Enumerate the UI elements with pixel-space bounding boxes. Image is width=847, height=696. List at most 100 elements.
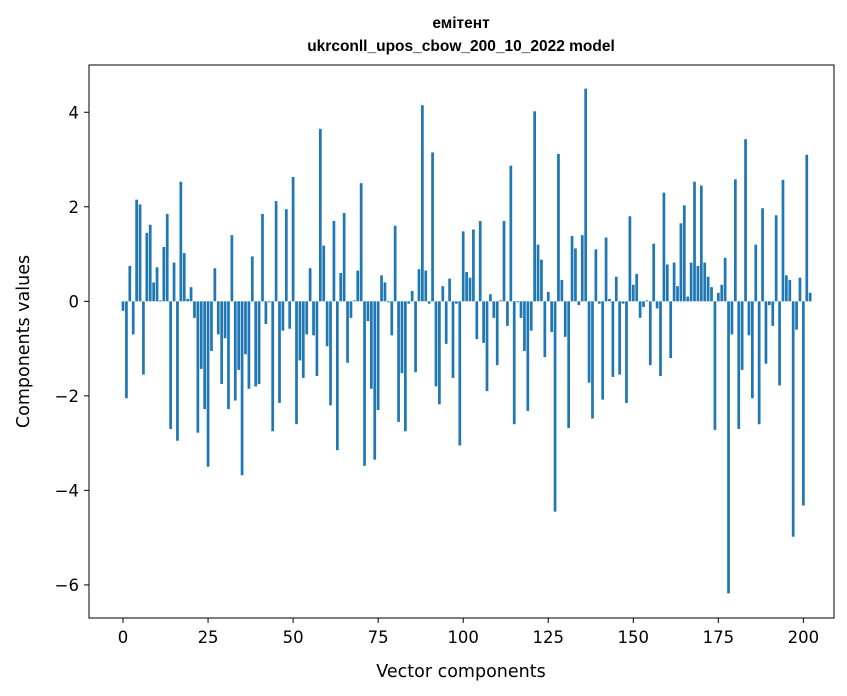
bar bbox=[223, 301, 227, 339]
bar bbox=[468, 277, 472, 302]
bar bbox=[169, 301, 172, 429]
y-axis-ticks: −6 −4 −2 0 2 4 bbox=[55, 103, 89, 595]
bar-series bbox=[121, 88, 812, 594]
x-tick-label: 125 bbox=[532, 628, 564, 647]
bar bbox=[516, 301, 519, 303]
bar bbox=[506, 301, 509, 326]
bar bbox=[438, 301, 441, 405]
bar bbox=[785, 275, 788, 302]
bar bbox=[308, 268, 312, 302]
bar bbox=[764, 301, 768, 364]
bar bbox=[461, 231, 465, 302]
bar bbox=[366, 301, 370, 322]
bar bbox=[614, 276, 618, 302]
bar bbox=[325, 301, 329, 347]
bar bbox=[608, 298, 611, 302]
bar bbox=[254, 301, 258, 387]
bar bbox=[346, 301, 349, 363]
plot-frame bbox=[88, 64, 835, 619]
bar bbox=[210, 301, 213, 351]
bar bbox=[138, 204, 142, 302]
bar bbox=[733, 179, 737, 302]
bar bbox=[580, 235, 584, 302]
bar bbox=[162, 246, 166, 302]
bar bbox=[669, 301, 673, 359]
bar bbox=[410, 290, 414, 302]
bar bbox=[686, 296, 690, 302]
bar bbox=[482, 301, 485, 343]
bar bbox=[383, 282, 387, 302]
bar bbox=[791, 301, 795, 537]
bar bbox=[502, 220, 506, 302]
bar bbox=[206, 301, 210, 467]
bar bbox=[376, 301, 380, 411]
bar bbox=[356, 270, 360, 302]
bar bbox=[434, 301, 438, 387]
bar bbox=[339, 272, 343, 302]
bar bbox=[716, 292, 720, 302]
bar bbox=[332, 220, 336, 302]
bar bbox=[305, 301, 309, 335]
bar bbox=[472, 229, 475, 302]
bar bbox=[601, 301, 605, 400]
bar bbox=[523, 301, 526, 351]
bar bbox=[159, 300, 162, 302]
bar bbox=[444, 301, 448, 344]
bar bbox=[682, 205, 686, 302]
bar bbox=[618, 301, 622, 375]
bar bbox=[373, 301, 377, 460]
bar bbox=[781, 179, 785, 302]
bar bbox=[451, 301, 455, 378]
bar bbox=[312, 301, 315, 336]
bar bbox=[213, 268, 217, 302]
bar bbox=[301, 301, 305, 378]
x-tick-label: 25 bbox=[198, 628, 219, 647]
bar bbox=[747, 301, 751, 336]
bar bbox=[774, 215, 778, 302]
y-tick-label: 0 bbox=[69, 292, 80, 311]
bar bbox=[329, 301, 332, 406]
bar bbox=[631, 284, 635, 302]
bar bbox=[710, 287, 713, 302]
bar bbox=[397, 301, 400, 422]
bar bbox=[359, 183, 363, 302]
x-tick-label: 50 bbox=[283, 628, 304, 647]
bar bbox=[567, 301, 571, 428]
bar bbox=[768, 301, 771, 306]
bar bbox=[499, 300, 502, 302]
bar bbox=[798, 277, 802, 302]
bar bbox=[526, 301, 530, 411]
bar bbox=[662, 192, 666, 302]
bar bbox=[455, 301, 458, 304]
bar bbox=[322, 245, 326, 302]
bar bbox=[240, 301, 244, 476]
bar bbox=[771, 301, 775, 326]
bar bbox=[574, 248, 577, 302]
bar bbox=[261, 213, 264, 302]
bar bbox=[665, 264, 669, 302]
bar bbox=[155, 267, 159, 302]
bar bbox=[635, 273, 639, 302]
bar bbox=[570, 236, 574, 302]
y-tick-label: 4 bbox=[69, 103, 80, 122]
bar bbox=[805, 154, 809, 302]
bar bbox=[182, 253, 186, 302]
bar bbox=[621, 301, 625, 304]
bar bbox=[369, 301, 373, 389]
bar bbox=[737, 301, 741, 429]
bar bbox=[176, 301, 179, 441]
x-tick-label: 0 bbox=[118, 628, 129, 647]
bar bbox=[216, 301, 220, 335]
bar bbox=[230, 235, 234, 302]
bar bbox=[638, 301, 642, 318]
bar bbox=[628, 216, 632, 302]
bar bbox=[414, 301, 417, 373]
bar bbox=[465, 272, 468, 302]
bar bbox=[390, 301, 394, 336]
y-tick-label: −6 bbox=[55, 576, 79, 595]
y-axis-label: Components values bbox=[14, 255, 34, 428]
bar bbox=[754, 244, 758, 302]
bar bbox=[795, 301, 798, 330]
bar bbox=[431, 152, 434, 302]
bar bbox=[342, 212, 346, 302]
